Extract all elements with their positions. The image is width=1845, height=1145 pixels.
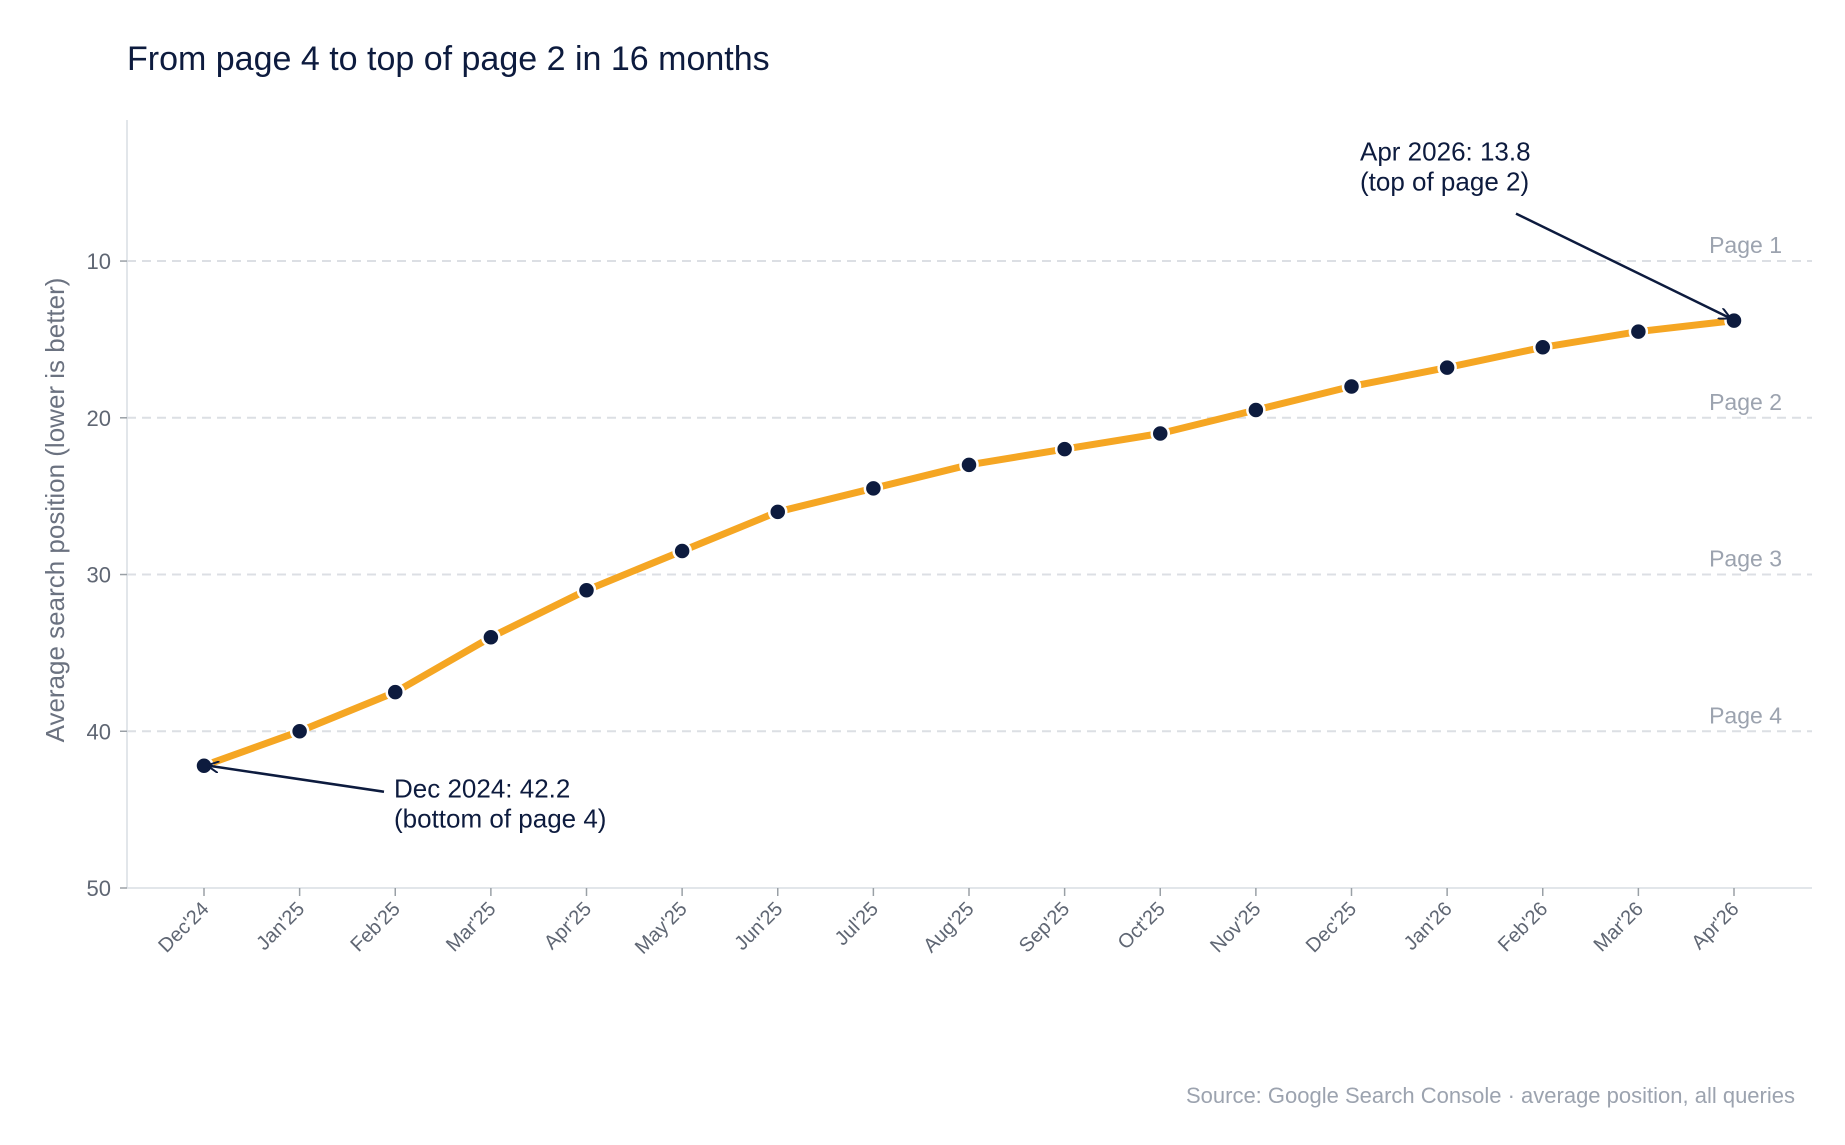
x-tick-label: Nov'25 (1206, 898, 1265, 957)
y-axis-label: Average search position (lower is better… (40, 278, 70, 743)
y-tick-label: 40 (87, 719, 111, 744)
annotations: Dec 2024: 42.2(bottom of page 4) Apr 2026… (209, 137, 1729, 834)
x-tick-label: Oct'25 (1114, 898, 1170, 954)
y-tick-label: 10 (87, 249, 111, 274)
annotation-arrow (209, 766, 385, 793)
x-tick-label: Sep'25 (1015, 898, 1074, 957)
source-note: Source: Google Search Console · average … (1186, 1083, 1795, 1108)
y-axis-ticks: 10 20 30 40 50 (87, 249, 127, 901)
x-tick-label: Mar'25 (442, 898, 500, 956)
chart-title: From page 4 to top of page 2 in 16 month… (127, 40, 770, 78)
reference-lines: Page 1 Page 2 Page 3 Page 4 (127, 232, 1812, 733)
reference-line-label: Page 4 (1709, 702, 1782, 728)
annotation-text: Apr 2026: 13.8 (1360, 137, 1531, 167)
data-point (576, 580, 597, 600)
data-point (1246, 400, 1266, 420)
series-layer (194, 310, 1744, 776)
x-tick-label: Jan'26 (1400, 898, 1457, 955)
series-line (200, 317, 1738, 770)
y-tick-label: 50 (87, 876, 111, 901)
x-tick-label: Apr'26 (1688, 898, 1744, 954)
data-point (863, 478, 884, 499)
x-tick-label: Feb'26 (1494, 898, 1552, 956)
y-tick-label: 20 (87, 406, 111, 431)
data-point (959, 455, 979, 475)
x-tick-label: Mar'26 (1590, 898, 1648, 956)
data-point (289, 721, 310, 742)
reference-line-label: Page 2 (1709, 389, 1782, 415)
data-point (1341, 376, 1362, 397)
x-tick-label: Aug'25 (919, 898, 978, 957)
data-point (385, 682, 405, 702)
data-point (1628, 321, 1649, 342)
annotation-text: Dec 2024: 42.2 (394, 774, 570, 804)
annotation-arrow (1515, 212, 1729, 318)
annotation-text: (bottom of page 4) (394, 804, 606, 834)
data-point (1724, 310, 1744, 331)
data-point (1150, 423, 1170, 444)
reference-line-label: Page 1 (1709, 232, 1782, 258)
annotation-text: (top of page 2) (1360, 167, 1529, 197)
reference-line-label: Page 3 (1709, 546, 1782, 572)
x-tick-label: Jul'25 (831, 898, 883, 950)
x-tick-label: Feb'25 (346, 898, 404, 956)
y-tick-label: 30 (87, 563, 111, 588)
x-tick-label: Dec'24 (154, 898, 213, 957)
x-axis-ticks: Dec'24 Jan'25 Feb'25 Mar'25 Apr'25 May'25 Jun'… (154, 888, 1744, 959)
x-tick-label: Jun'25 (730, 898, 787, 955)
x-tick-label: May'25 (631, 898, 692, 959)
x-tick-label: Apr'25 (540, 898, 596, 954)
data-point (1054, 439, 1075, 459)
data-point (481, 627, 501, 647)
x-tick-label: Jan'25 (252, 898, 309, 955)
data-point (1437, 357, 1457, 378)
data-point (1533, 337, 1553, 358)
x-tick-label: Dec'25 (1302, 898, 1361, 957)
data-point (672, 541, 692, 561)
data-point (768, 502, 788, 522)
